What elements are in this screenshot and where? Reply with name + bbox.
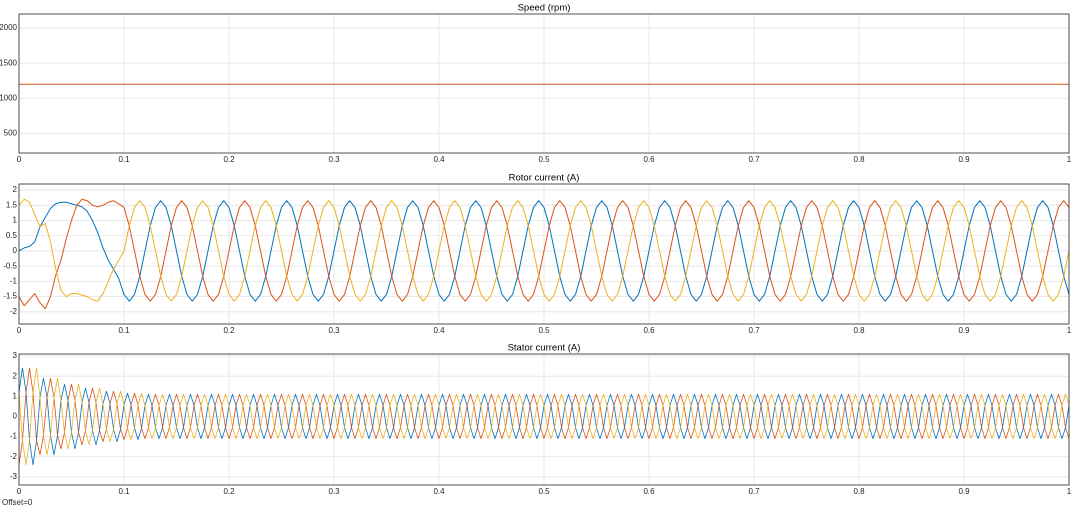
chart-title: Stator current (A) xyxy=(508,343,581,354)
y-tick-label: 2 xyxy=(13,371,18,380)
y-tick-label: -1 xyxy=(10,277,18,286)
x-tick-label: 0.6 xyxy=(643,155,655,164)
series-line xyxy=(18,198,1070,310)
x-tick-label: 0.8 xyxy=(853,326,865,335)
y-tick-label: 1000 xyxy=(0,93,18,102)
x-tick-label: 0.9 xyxy=(958,487,970,496)
x-tick-label: 0 xyxy=(17,326,22,335)
x-tick-label: 0.8 xyxy=(853,487,865,496)
chart-title: Speed (rpm) xyxy=(518,3,571,14)
x-tick-label: 0.4 xyxy=(433,326,445,335)
x-tick-label: 0.5 xyxy=(538,487,550,496)
y-tick-label: -3 xyxy=(10,472,18,481)
x-tick-label: 1 xyxy=(1067,155,1072,164)
x-tick-label: 0.2 xyxy=(223,487,235,496)
x-tick-label: 0.3 xyxy=(328,487,340,496)
x-tick-label: 0.5 xyxy=(538,155,550,164)
y-tick-label: 500 xyxy=(4,128,18,137)
x-tick-label: 0 xyxy=(17,487,22,496)
x-tick-label: 0 xyxy=(17,155,22,164)
y-tick-label: 0 xyxy=(13,246,18,255)
series-line xyxy=(18,367,1070,466)
x-tick-label: 0.7 xyxy=(748,487,760,496)
y-tick-label: -2 xyxy=(10,307,18,316)
axes-frame xyxy=(18,353,1070,486)
y-tick-label: -1.5 xyxy=(3,292,17,301)
y-tick-label: -0.5 xyxy=(3,261,17,270)
axes-frame xyxy=(18,183,1070,325)
x-tick-label: 0.6 xyxy=(643,326,655,335)
y-tick-label: 1.5 xyxy=(6,200,18,209)
x-tick-label: 0.1 xyxy=(118,326,130,335)
x-tick-label: 1 xyxy=(1067,487,1072,496)
y-tick-label: 0.5 xyxy=(6,231,18,240)
y-tick-label: 2 xyxy=(13,185,18,194)
x-tick-label: 0.6 xyxy=(643,487,655,496)
y-tick-label: 1 xyxy=(13,216,18,225)
y-tick-label: -1 xyxy=(10,432,18,441)
x-tick-label: 0.1 xyxy=(118,155,130,164)
y-tick-label: -2 xyxy=(10,452,18,461)
x-tick-label: 0.9 xyxy=(958,155,970,164)
axes-frame xyxy=(18,13,1070,154)
x-tick-label: 1 xyxy=(1067,326,1072,335)
x-tick-label: 0.7 xyxy=(748,326,760,335)
x-tick-label: 0.1 xyxy=(118,487,130,496)
y-tick-label: 1 xyxy=(13,391,18,400)
x-tick-label: 0.2 xyxy=(223,155,235,164)
x-tick-label: 0.4 xyxy=(433,487,445,496)
x-tick-label: 0.2 xyxy=(223,326,235,335)
x-tick-label: 0.8 xyxy=(853,155,865,164)
y-tick-label: 2000 xyxy=(0,23,18,32)
x-tick-label: 0.3 xyxy=(328,326,340,335)
x-tick-label: 0.4 xyxy=(433,155,445,164)
chart-title: Rotor current (A) xyxy=(509,173,580,184)
offset-label: Offset=0 xyxy=(2,498,33,507)
x-tick-label: 0.5 xyxy=(538,326,550,335)
y-tick-label: 1500 xyxy=(0,58,18,67)
y-tick-label: 3 xyxy=(13,351,18,360)
y-tick-label: 0 xyxy=(13,412,18,421)
x-tick-label: 0.9 xyxy=(958,326,970,335)
x-tick-label: 0.7 xyxy=(748,155,760,164)
x-tick-label: 0.3 xyxy=(328,155,340,164)
series-line xyxy=(18,200,1070,302)
series-line xyxy=(18,198,1070,302)
